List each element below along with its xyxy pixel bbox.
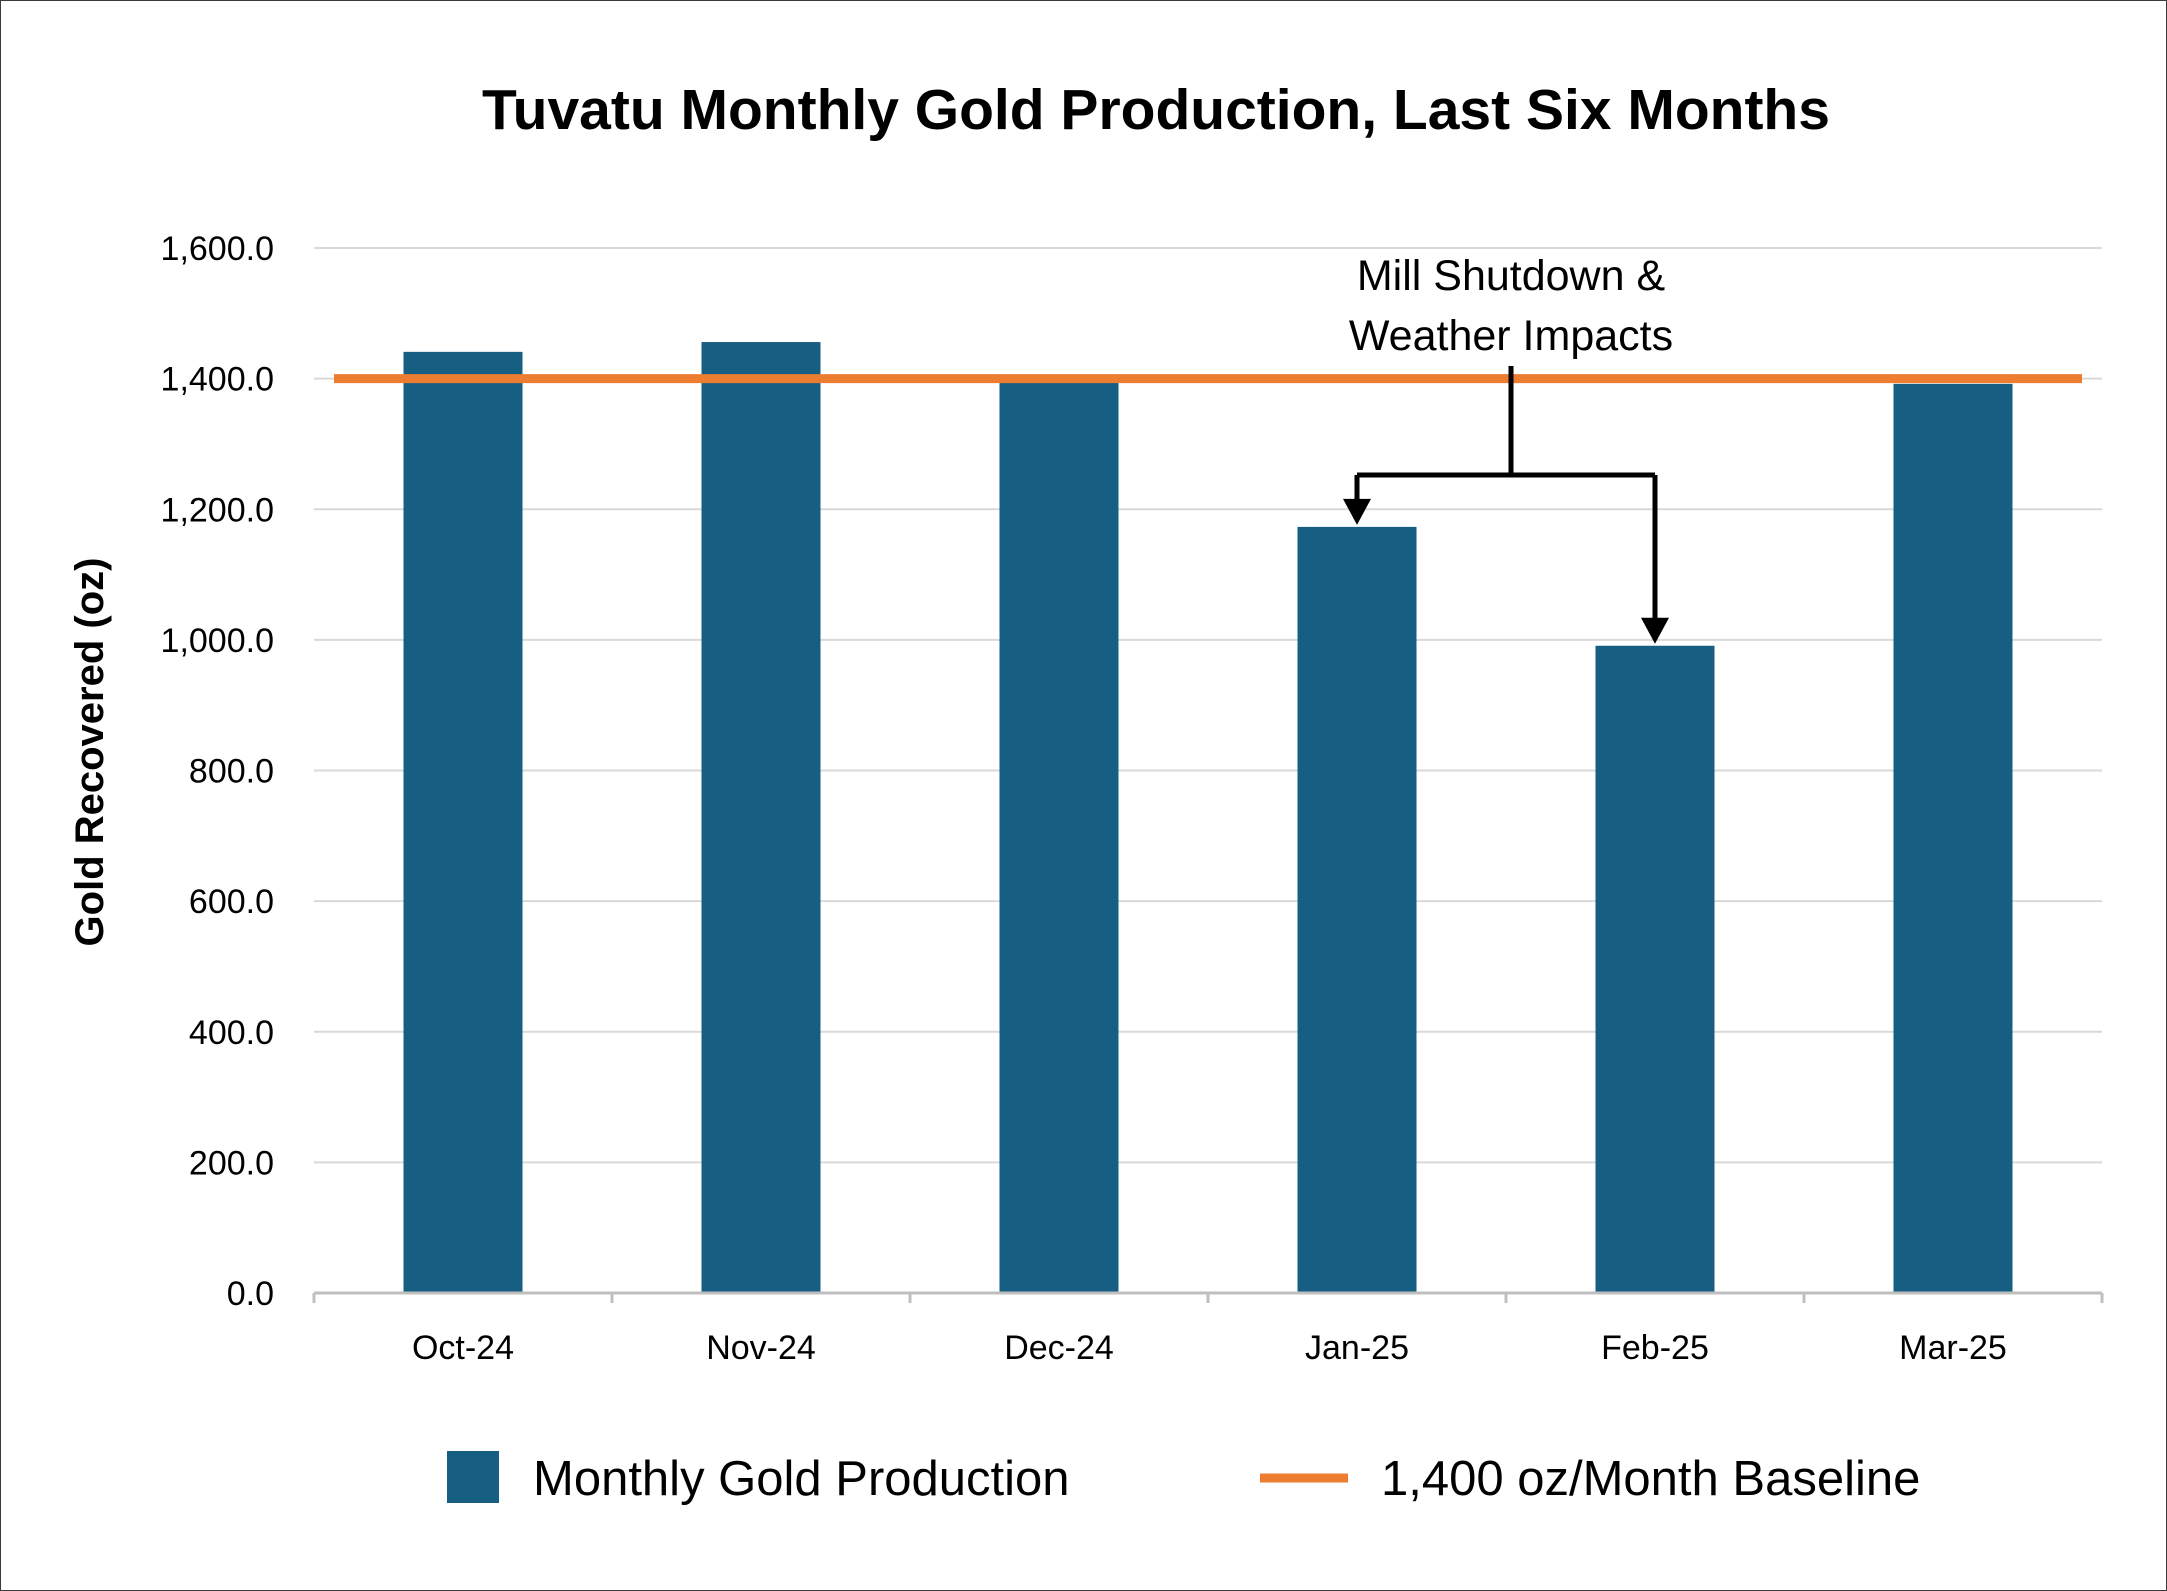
bar-nov-24 xyxy=(701,342,821,1293)
y-tick-label: 1,000.0 xyxy=(161,622,274,660)
y-tick-label: 1,200.0 xyxy=(161,491,274,529)
y-tick-label: 1,600.0 xyxy=(161,230,274,268)
bar-jan-25 xyxy=(1297,526,1417,1293)
x-tick-label: Feb-25 xyxy=(1601,1329,1709,1367)
arrow-feb-25 xyxy=(1641,617,1669,644)
bar-mar-25 xyxy=(1893,383,2013,1294)
bar-feb-25 xyxy=(1595,645,1715,1293)
x-tick-label: Nov-24 xyxy=(706,1329,816,1367)
legend-label-baseline: 1,400 oz/Month Baseline xyxy=(1381,1452,1920,1506)
x-tick-label: Dec-24 xyxy=(1004,1329,1114,1367)
y-tick-label: 1,400.0 xyxy=(161,361,274,399)
x-tick-label: Mar-25 xyxy=(1899,1329,2007,1367)
annotation-line: Mill Shutdown & xyxy=(1357,252,1666,300)
legend-label-bars: Monthly Gold Production xyxy=(533,1452,1070,1506)
y-tick-label: 800.0 xyxy=(189,753,274,791)
y-tick-label: 400.0 xyxy=(189,1014,274,1052)
x-tick-label: Oct-24 xyxy=(412,1329,514,1367)
x-axis: Oct-24 Nov-24 Dec-24 Jan-25 Feb-25 Mar-25 xyxy=(312,1291,2104,1367)
bars xyxy=(403,342,2013,1294)
x-tick-label: Jan-25 xyxy=(1305,1329,1409,1367)
y-axis-label: Gold Recovered (oz) xyxy=(68,558,112,947)
annotation: Mill Shutdown & Weather Impacts xyxy=(1343,252,1673,644)
y-tick-label: 600.0 xyxy=(189,883,274,921)
annotation-line: Weather Impacts xyxy=(1349,312,1673,360)
chart-title: Tuvatu Monthly Gold Production, Last Six… xyxy=(482,78,1830,142)
bar-oct-24 xyxy=(403,351,523,1293)
bar-dec-24 xyxy=(999,378,1119,1293)
legend: Monthly Gold Production 1,400 oz/Month Ba… xyxy=(447,1451,1920,1506)
y-tick-label: 0.0 xyxy=(227,1275,274,1313)
y-tick-label: 200.0 xyxy=(189,1144,274,1182)
legend-swatch-bars xyxy=(447,1451,499,1503)
annotation-connector xyxy=(1354,366,1658,620)
gridlines: 0.0 200.0 400.0 600.0 800.0 1,000.0 1,200.0 1,4… xyxy=(161,230,2102,1313)
arrow-jan-25 xyxy=(1343,498,1371,525)
